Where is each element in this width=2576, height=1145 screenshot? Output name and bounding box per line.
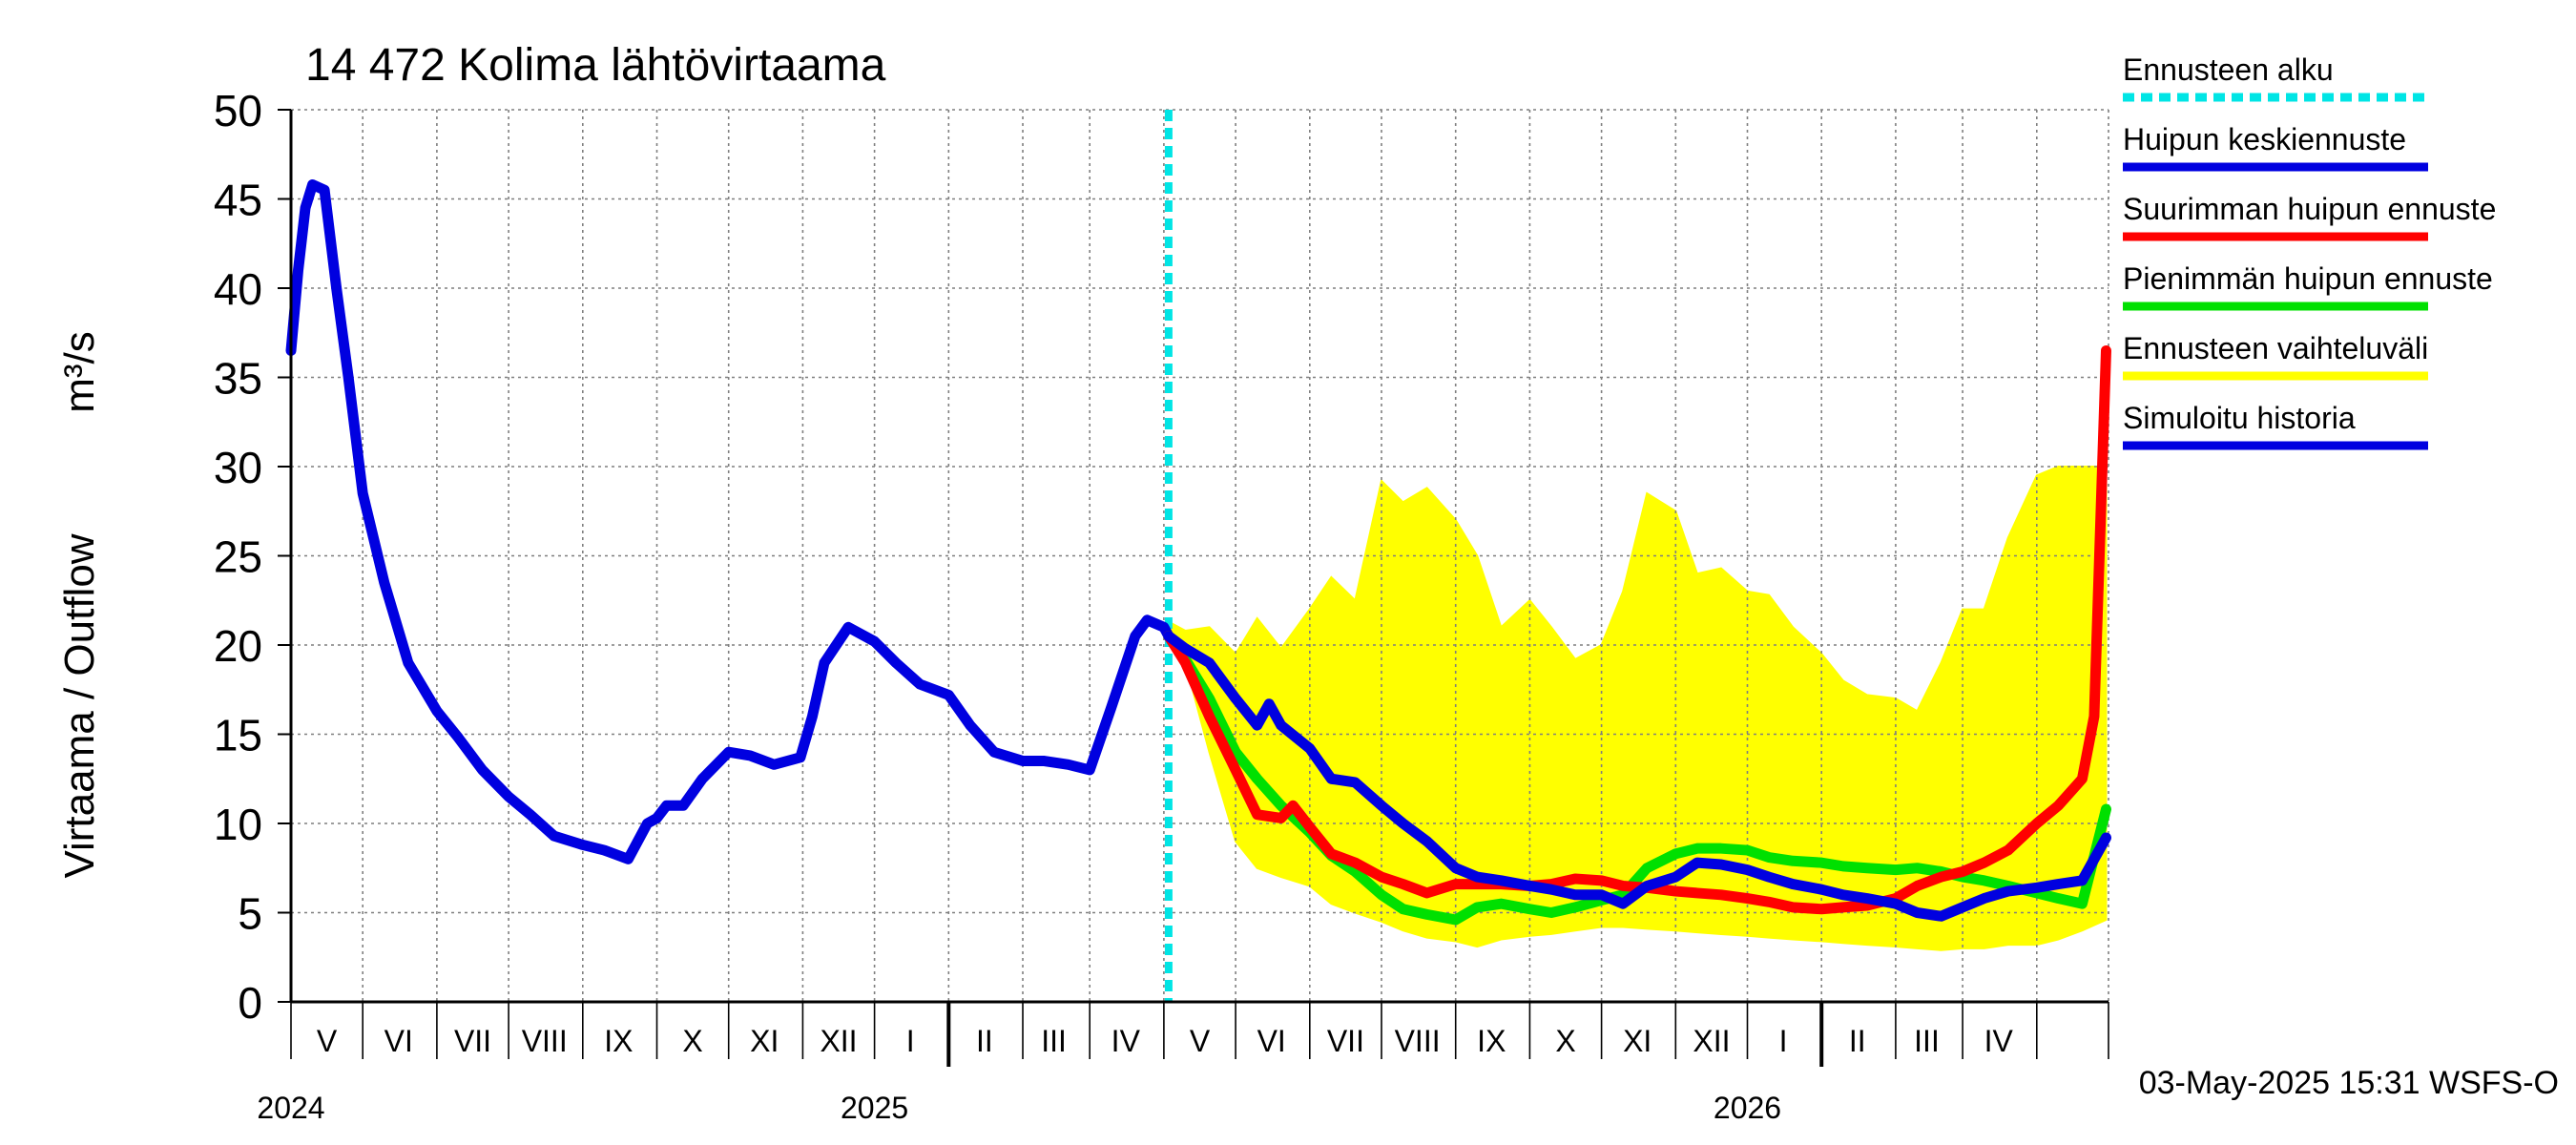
y-tick-label: 50 bbox=[214, 86, 262, 135]
month-label: VII bbox=[454, 1024, 491, 1058]
month-label: II bbox=[1849, 1024, 1866, 1058]
y-tick-label: 10 bbox=[214, 800, 262, 849]
month-label: VIII bbox=[1395, 1024, 1441, 1058]
month-label: IX bbox=[1477, 1024, 1506, 1058]
series-line-huipun-keskiennuste bbox=[1163, 631, 2111, 922]
month-label: XI bbox=[1623, 1024, 1652, 1058]
y-tick-label: 15 bbox=[214, 711, 262, 760]
chart-title: 14 472 Kolima lähtövirtaama bbox=[305, 40, 886, 91]
legend-label: Pienimmän huipun ennuste bbox=[2123, 261, 2493, 296]
legend-label: Suurimman huipun ennuste bbox=[2123, 192, 2496, 226]
legend-label: Ennusteen alku bbox=[2123, 52, 2334, 87]
month-label: IV bbox=[1111, 1024, 1141, 1058]
y-tick-label: 20 bbox=[214, 621, 262, 671]
month-label: II bbox=[976, 1024, 993, 1058]
y-tick-label: 0 bbox=[238, 978, 262, 1028]
month-label: VI bbox=[384, 1024, 413, 1058]
year-label: 2026 bbox=[1714, 1091, 1781, 1125]
month-label: VIII bbox=[522, 1024, 568, 1058]
series-layer bbox=[285, 110, 2111, 1002]
month-label: I bbox=[1779, 1024, 1788, 1058]
month-label: III bbox=[1041, 1024, 1067, 1058]
legend: Ennusteen alku Huipun keskiennuste Suurimm… bbox=[2123, 52, 2496, 450]
timestamp-label: 03-May-2025 15:31 WSFS-O bbox=[2139, 1065, 2559, 1101]
y-axis-label: Virtaama / Outflow m³/s bbox=[56, 331, 103, 878]
y-tick-label: 45 bbox=[214, 176, 262, 225]
y-tick-label: 25 bbox=[214, 532, 262, 582]
legend-label: Huipun keskiennuste bbox=[2123, 122, 2406, 156]
month-label: X bbox=[682, 1024, 702, 1058]
month-label: V bbox=[317, 1024, 338, 1058]
month-label: III bbox=[1914, 1024, 1940, 1058]
month-label: VII bbox=[1327, 1024, 1364, 1058]
month-label: VI bbox=[1257, 1024, 1286, 1058]
legend-label: Ennusteen vaihteluväli bbox=[2123, 331, 2428, 365]
month-label: IV bbox=[1984, 1024, 2014, 1058]
series-line-suurimman-huipun-ennuste bbox=[1163, 344, 2111, 915]
month-label: XI bbox=[750, 1024, 779, 1058]
month-label: V bbox=[1190, 1024, 1211, 1058]
y-tick-label: 35 bbox=[214, 354, 262, 404]
y-tick-label: 5 bbox=[238, 889, 262, 939]
grid-layer bbox=[291, 109, 2109, 1002]
year-label: 2025 bbox=[841, 1091, 908, 1125]
legend-label: Simuloitu historia bbox=[2123, 401, 2356, 435]
month-label: IX bbox=[604, 1024, 633, 1058]
month-label: I bbox=[906, 1024, 915, 1058]
month-label: XII bbox=[1693, 1024, 1730, 1058]
y-axis-title: Virtaama / Outflow bbox=[56, 533, 103, 878]
year-label: 2024 bbox=[257, 1091, 324, 1125]
y-tick-label: 30 bbox=[214, 443, 262, 492]
y-tick-label: 40 bbox=[214, 264, 262, 314]
y-axis-unit: m³/s bbox=[56, 331, 103, 413]
month-label: X bbox=[1555, 1024, 1575, 1058]
month-label: XII bbox=[820, 1024, 857, 1058]
series-line-simuloitu-historia bbox=[285, 179, 1174, 864]
